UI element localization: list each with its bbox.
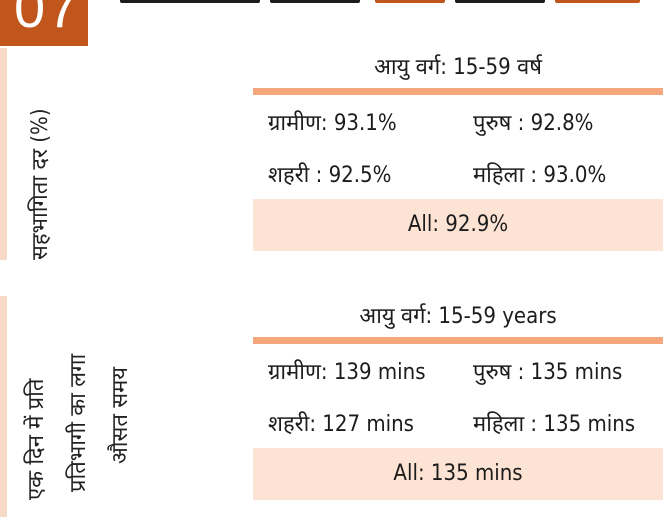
section-number-badge: 07 <box>0 0 88 46</box>
participation-rate-panel: आयु वर्ग: 15-59 वर्ष ग्रामीण: 93.1% पुरु… <box>253 48 663 251</box>
divider <box>253 88 663 95</box>
rural-value: ग्रामीण: 139 mins <box>268 360 426 385</box>
time-label-line-2: प्रतिभागी का लगा <box>66 353 91 492</box>
age-group-title: आयु वर्ग: 15-59 वर्ष <box>374 55 542 80</box>
stat-row: ग्रामीण: 139 mins पुरुष : 135 mins <box>253 344 663 396</box>
male-value: पुरुष : 92.8% <box>473 111 594 136</box>
average-time-panel: आयु वर्ग: 15-59 years ग्रामीण: 139 mins … <box>253 297 663 500</box>
female-value: महिला : 135 mins <box>473 412 636 437</box>
rural-value: ग्रामीण: 93.1% <box>268 111 397 136</box>
section-number: 07 <box>14 0 81 39</box>
time-label-line-1: एक दिन में प्रति <box>24 378 49 500</box>
stat-row: ग्रामीण: 93.1% पुरुष : 92.8% <box>253 95 663 147</box>
all-total: All: 135 mins <box>253 448 663 500</box>
section2-side-bar <box>0 296 7 517</box>
all-total: All: 92.9% <box>253 199 663 251</box>
participation-rate-label: सहभागिता दर (%) <box>28 108 53 260</box>
section1-side-bar <box>0 48 7 260</box>
divider <box>253 337 663 344</box>
female-value: महिला : 93.0% <box>473 163 607 188</box>
stat-row: शहरी: 127 mins महिला : 135 mins <box>253 396 663 448</box>
stat-row: शहरी : 92.5% महिला : 93.0% <box>253 147 663 199</box>
cropped-heading <box>120 0 640 4</box>
male-value: पुरुष : 135 mins <box>473 360 623 385</box>
urban-value: शहरी : 92.5% <box>268 163 392 188</box>
time-label-line-3: औसत समय <box>108 367 133 464</box>
urban-value: शहरी: 127 mins <box>268 412 414 437</box>
age-group-title: आयु वर्ग: 15-59 years <box>359 304 557 329</box>
